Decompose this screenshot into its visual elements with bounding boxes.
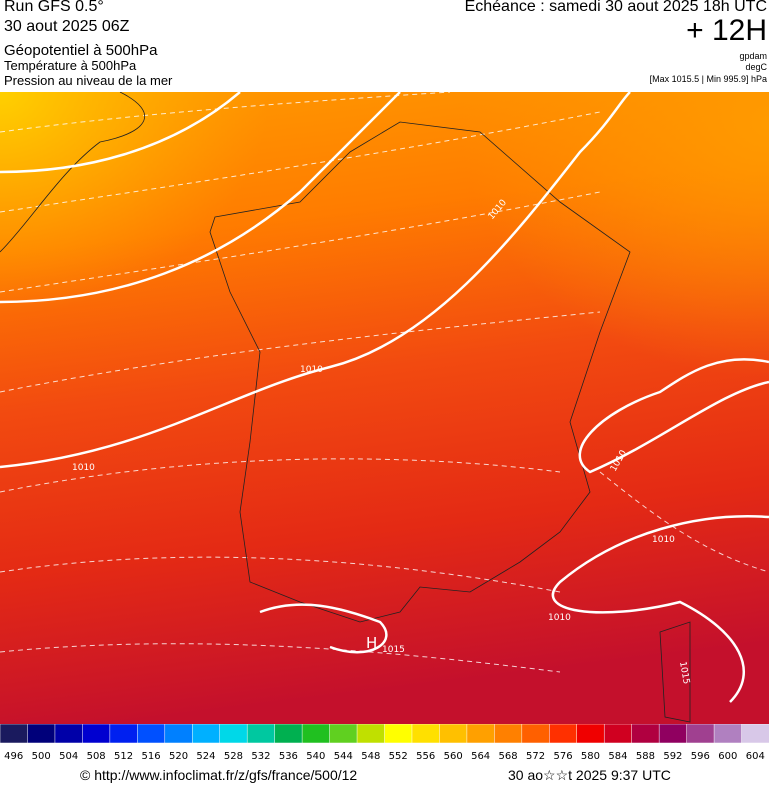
legend-label: 576 xyxy=(553,751,572,762)
legend-swatch xyxy=(741,724,769,744)
legend-label: 508 xyxy=(87,751,106,762)
legend-swatch xyxy=(576,724,605,744)
field: Pression au niveau de la mer xyxy=(4,73,173,88)
legend-swatch xyxy=(329,724,358,744)
legend-label: 548 xyxy=(361,751,380,762)
legend-label: 588 xyxy=(636,751,655,762)
legend-label: 520 xyxy=(169,751,188,762)
legend-swatch xyxy=(384,724,413,744)
legend-swatch xyxy=(603,724,633,744)
legend-swatch xyxy=(494,724,523,744)
legend-swatch xyxy=(274,724,303,744)
legend-swatch xyxy=(439,724,468,744)
isobars xyxy=(0,92,769,703)
legend-label: 536 xyxy=(279,751,298,762)
legend-swatch xyxy=(658,724,688,744)
isobar-label: 1010 xyxy=(652,535,675,545)
legend-swatch xyxy=(356,724,386,744)
legend-label: 592 xyxy=(663,751,682,762)
legend-swatch xyxy=(466,724,496,744)
legend-label: 516 xyxy=(142,751,161,762)
legend-swatch xyxy=(82,724,111,744)
unit: degC xyxy=(745,62,767,72)
isobar-label: 1015 xyxy=(677,661,691,685)
legend-label: 560 xyxy=(444,751,463,762)
legend-swatch xyxy=(411,724,441,744)
legend-swatch xyxy=(164,724,194,744)
legend-swatch xyxy=(521,724,551,744)
run: Run GFS 0.5° xyxy=(4,0,104,15)
legend-label: 604 xyxy=(746,751,765,762)
legend-label: 504 xyxy=(59,751,78,762)
legend-swatch xyxy=(0,724,29,744)
legend-label: 528 xyxy=(224,751,243,762)
legend-label: 552 xyxy=(389,751,408,762)
isobar-label: 1015 xyxy=(382,645,405,655)
legend-swatch xyxy=(54,724,84,744)
legend-label: 500 xyxy=(32,751,51,762)
legend-label: 584 xyxy=(608,751,627,762)
isobar-label: 1010 xyxy=(72,463,95,473)
legend-swatch xyxy=(301,724,331,744)
legend-label: 556 xyxy=(416,751,435,762)
legend-label: 564 xyxy=(471,751,490,762)
isobar-label: 1010 xyxy=(300,365,323,375)
temperature-field xyxy=(0,92,769,724)
legend-label: 532 xyxy=(251,751,270,762)
unit: gpdam xyxy=(739,51,767,61)
legend-label: 544 xyxy=(334,751,353,762)
legend-swatch xyxy=(686,724,715,744)
legend-swatch xyxy=(713,724,743,744)
legend-swatch xyxy=(109,724,139,744)
legend-label: 600 xyxy=(718,751,737,762)
legend-swatch xyxy=(137,724,166,744)
echeance: Echéance : samedi 30 aout 2025 18h UTC xyxy=(464,0,767,15)
legend-swatch xyxy=(549,724,578,744)
legend-swatch xyxy=(631,724,660,744)
source: © http://www.infoclimat.fr/z/gfs/france/… xyxy=(80,767,358,783)
run-date: 30 aout 2025 06Z xyxy=(4,18,130,35)
legend-label: 496 xyxy=(4,751,23,762)
timestamp: 30 ao☆☆t 2025 9:37 UTC xyxy=(508,767,671,783)
legend-label: 512 xyxy=(114,751,133,762)
lead-time: + 12H xyxy=(686,14,767,47)
isobar-label: 1010 xyxy=(548,613,571,623)
legend-label: 580 xyxy=(581,751,600,762)
legend-swatch xyxy=(246,724,276,744)
field: Température à 500hPa xyxy=(4,58,137,73)
legend-label: 572 xyxy=(526,751,545,762)
high-marker: H xyxy=(366,634,377,652)
unit: [Max 1015.5 | Min 995.9] hPa xyxy=(649,74,767,84)
field: Géopotentiel à 500hPa xyxy=(4,42,158,59)
legend-swatch xyxy=(219,724,248,744)
legend-swatch xyxy=(192,724,221,744)
map: 1010 1010 1010 1010 1010 1010 1015 1015 … xyxy=(0,92,769,724)
legend-label: 568 xyxy=(499,751,518,762)
borders xyxy=(0,92,691,723)
legend-label: 524 xyxy=(196,751,215,762)
isotherms xyxy=(0,92,769,673)
legend-label: 540 xyxy=(306,751,325,762)
legend-label: 596 xyxy=(691,751,710,762)
color-legend: 496 500 504 508 512 516 520 524 528 532 536 540 544 5… xyxy=(0,724,769,762)
legend-swatch xyxy=(27,724,56,744)
